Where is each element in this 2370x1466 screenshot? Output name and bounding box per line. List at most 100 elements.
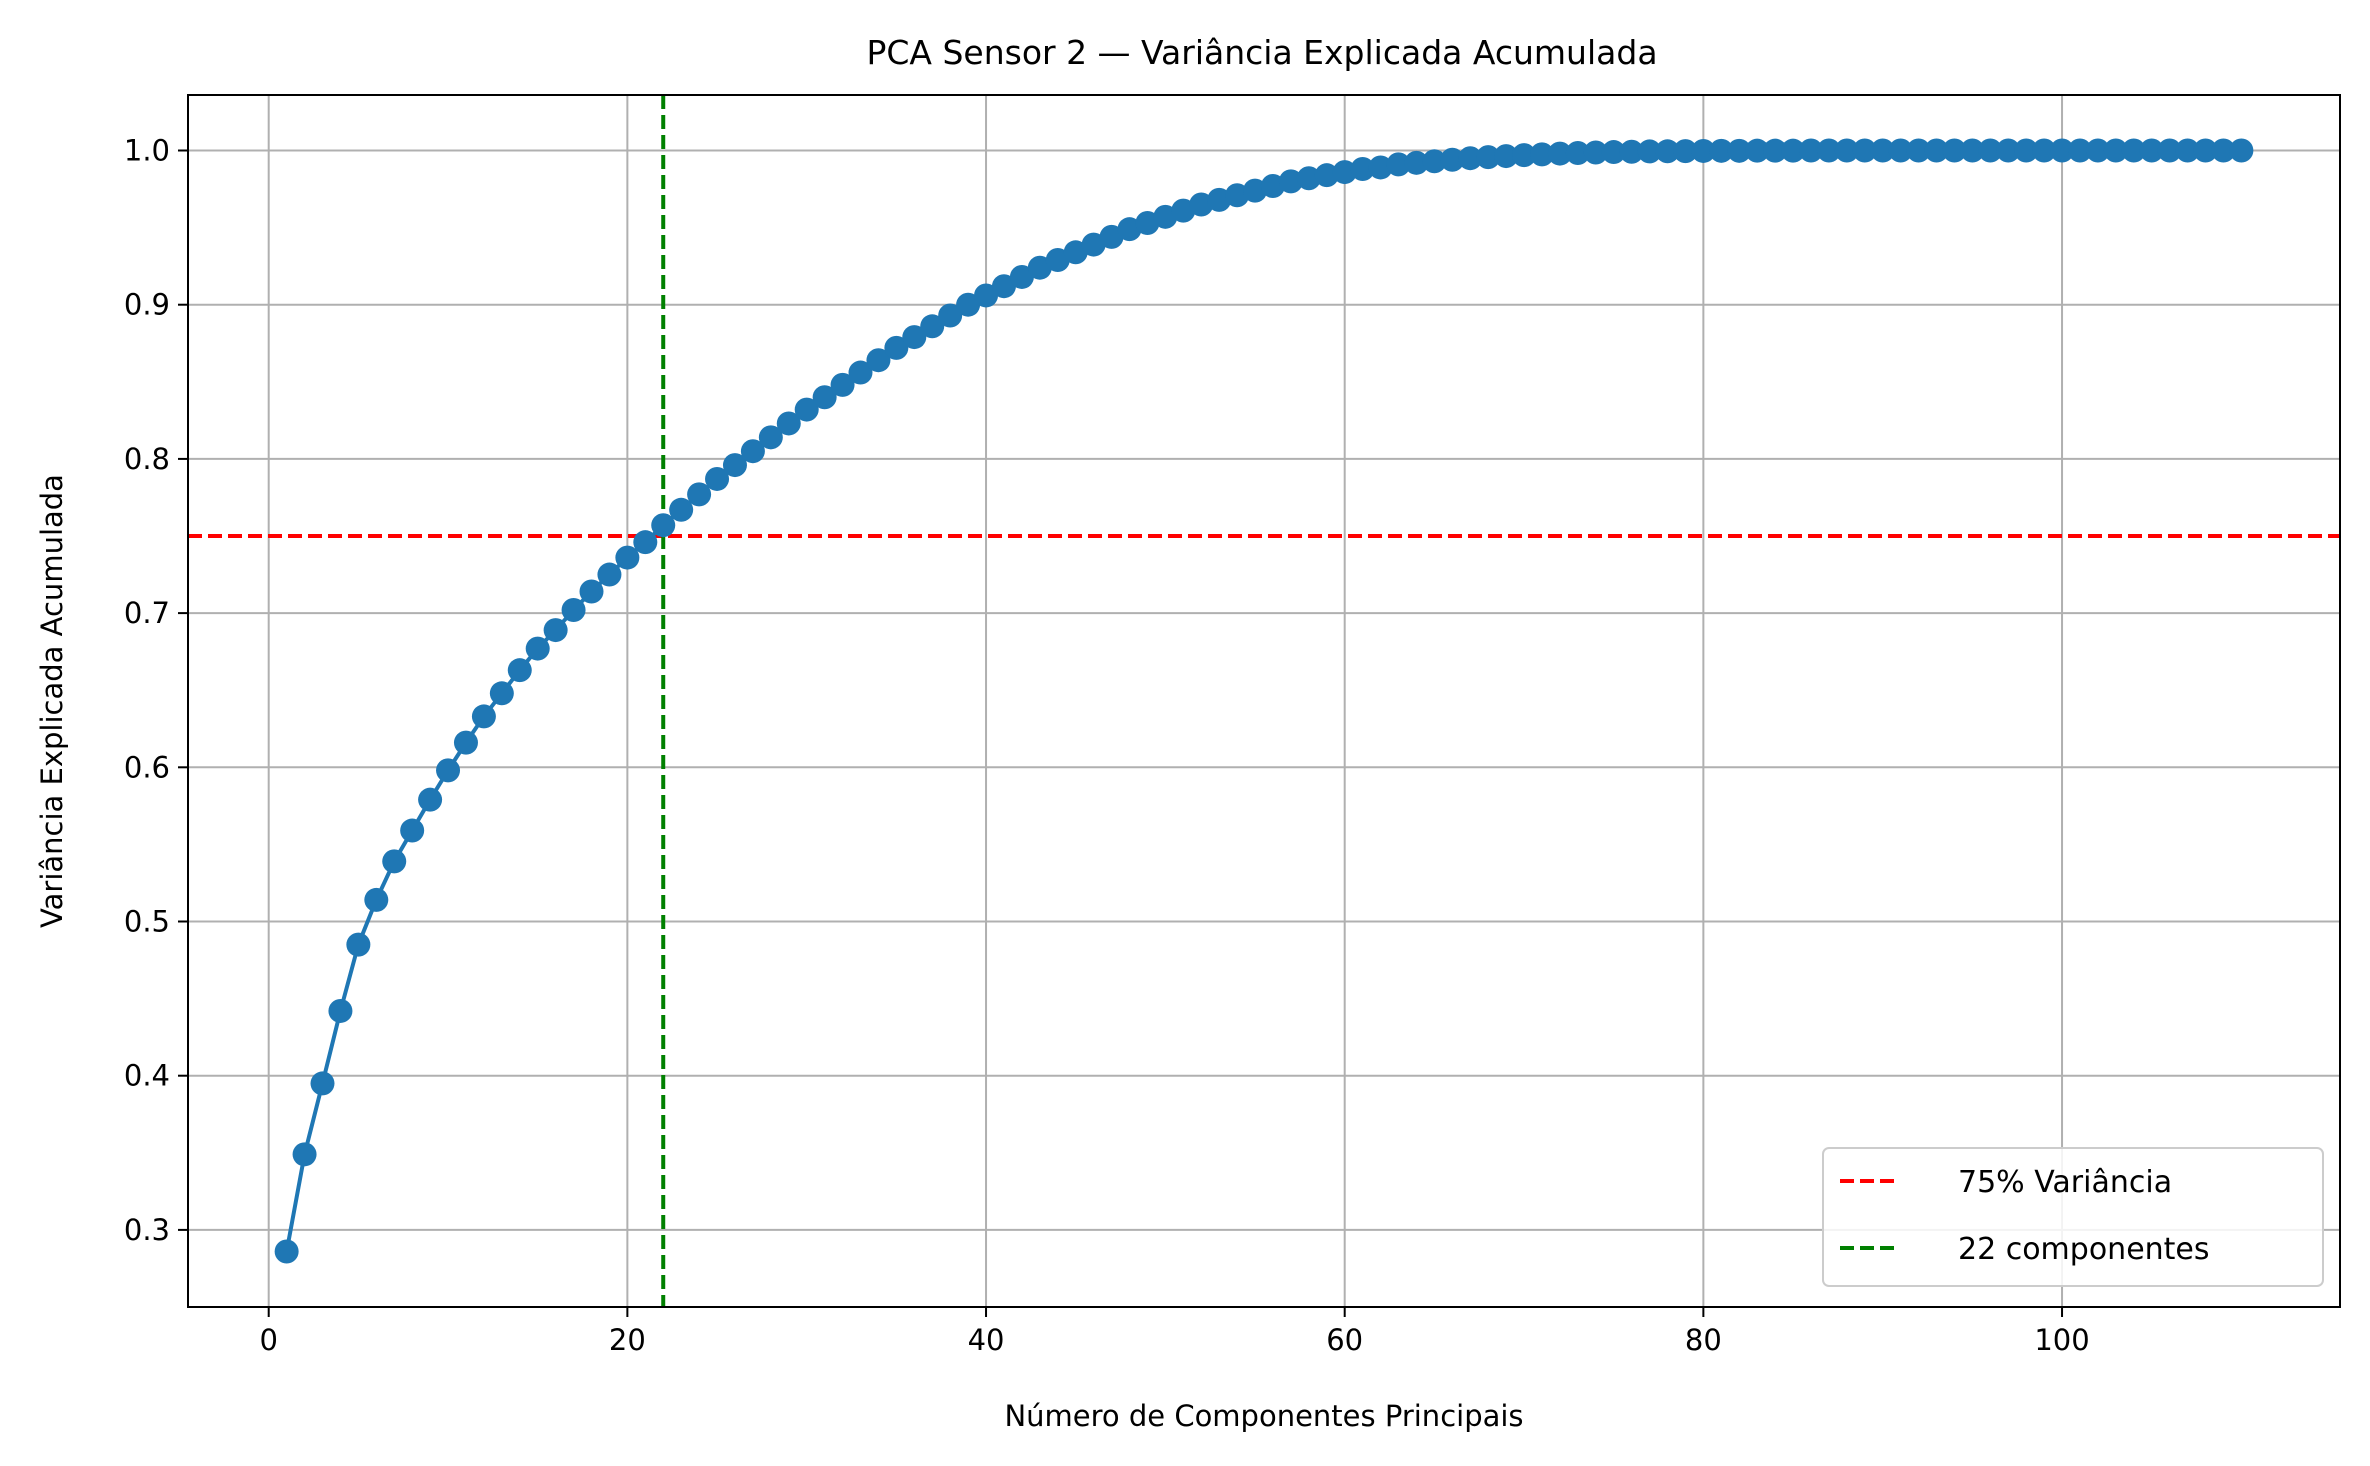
data-point — [705, 466, 730, 491]
data-point — [453, 730, 478, 755]
legend-label-horizontal-ref: 75% Variância — [1958, 1165, 2172, 1200]
data-point — [400, 818, 425, 843]
data-point — [1368, 155, 1393, 180]
data-point — [1243, 178, 1268, 203]
y-tick-label: 0.3 — [124, 1213, 170, 1247]
data-point — [328, 998, 353, 1023]
data-point — [669, 497, 694, 522]
legend: 75% Variância 22 componentes — [1822, 1147, 2324, 1287]
y-tick-label: 0.4 — [124, 1059, 170, 1093]
data-point — [1099, 224, 1124, 249]
x-tick-label: 0 — [259, 1323, 277, 1357]
legend-label-vertical-ref: 22 componentes — [1958, 1232, 2210, 1267]
data-point — [1440, 147, 1465, 172]
x-tick-label: 40 — [968, 1323, 1005, 1357]
data-point — [1798, 138, 1823, 163]
plot-area-frame — [187, 94, 2341, 1308]
reference-lines — [188, 95, 2340, 1307]
data-point — [991, 274, 1016, 299]
data-point — [1781, 138, 1806, 163]
data-point — [1063, 240, 1088, 265]
data-point — [2193, 138, 2218, 163]
data-point — [1978, 138, 2003, 163]
data-point — [2014, 138, 2039, 163]
data-point — [2229, 138, 2254, 163]
x-tick-label: 100 — [2034, 1323, 2089, 1357]
data-point — [1888, 138, 1913, 163]
data-point — [1225, 183, 1250, 208]
data-point — [633, 530, 658, 555]
data-point — [2103, 138, 2128, 163]
data-point — [884, 335, 909, 360]
data-point — [2085, 138, 2110, 163]
x-tick-label: 60 — [1326, 1323, 1363, 1357]
y-axis-ticks: 0.3 0.4 0.5 0.6 0.7 0.8 0.9 1.0 — [124, 134, 188, 1247]
data-point — [507, 658, 532, 683]
x-tick-label: 20 — [609, 1323, 646, 1357]
data-point — [1458, 146, 1483, 171]
data-point — [2050, 138, 2075, 163]
data-point — [651, 513, 676, 538]
data-point — [1314, 163, 1339, 188]
data-point — [776, 411, 801, 436]
data-point — [274, 1239, 299, 1264]
data-point — [1045, 247, 1070, 272]
data-point — [1637, 139, 1662, 164]
data-point — [812, 385, 837, 410]
y-tick-label: 0.5 — [124, 905, 170, 939]
data-point — [543, 618, 568, 643]
data-point — [1189, 192, 1214, 217]
y-tick-label: 0.6 — [124, 750, 170, 784]
data-point — [1906, 138, 1931, 163]
data-point — [1924, 138, 1949, 163]
data-point — [2121, 138, 2146, 163]
data-point — [1207, 187, 1232, 212]
data-point — [615, 545, 640, 570]
data-point — [1512, 143, 1537, 168]
series-layer — [274, 138, 2254, 1264]
data-point — [2139, 138, 2164, 163]
chart-title: PCA Sensor 2 — Variância Explicada Acumu… — [866, 33, 1657, 72]
data-point — [722, 453, 747, 478]
data-point — [1260, 173, 1285, 198]
data-point — [1745, 138, 1770, 163]
data-point — [902, 325, 927, 350]
legend-box — [1822, 1147, 2324, 1287]
data-point — [2157, 138, 2182, 163]
data-point — [597, 562, 622, 587]
data-point — [938, 303, 963, 328]
data-point — [1870, 138, 1895, 163]
data-point — [1601, 140, 1626, 165]
y-tick-label: 1.0 — [124, 134, 170, 168]
data-point — [1996, 138, 2021, 163]
data-point — [1422, 149, 1447, 174]
data-point — [310, 1071, 335, 1096]
y-tick-label: 0.8 — [124, 442, 170, 476]
data-point — [1404, 150, 1429, 175]
data-point — [920, 314, 945, 339]
data-point — [1727, 138, 1752, 163]
data-point — [866, 348, 891, 373]
data-point — [830, 372, 855, 397]
data-point — [1673, 139, 1698, 164]
data-point — [292, 1142, 317, 1167]
data-point — [2211, 138, 2236, 163]
x-axis-label: Número de Componentes Principais — [1004, 1399, 1523, 1433]
data-point — [974, 283, 999, 308]
data-point — [2032, 138, 2057, 163]
data-point — [2175, 138, 2200, 163]
data-point — [1547, 141, 1572, 166]
data-point — [740, 439, 765, 464]
data-point — [1763, 138, 1788, 163]
data-point — [1278, 169, 1303, 194]
data-point — [1960, 138, 1985, 163]
data-point — [1691, 138, 1716, 163]
data-point — [1476, 145, 1501, 170]
data-point — [525, 636, 550, 661]
data-point — [364, 887, 389, 912]
data-point — [418, 787, 443, 812]
data-point — [687, 482, 712, 507]
data-point — [489, 681, 514, 706]
data-point — [579, 579, 604, 604]
